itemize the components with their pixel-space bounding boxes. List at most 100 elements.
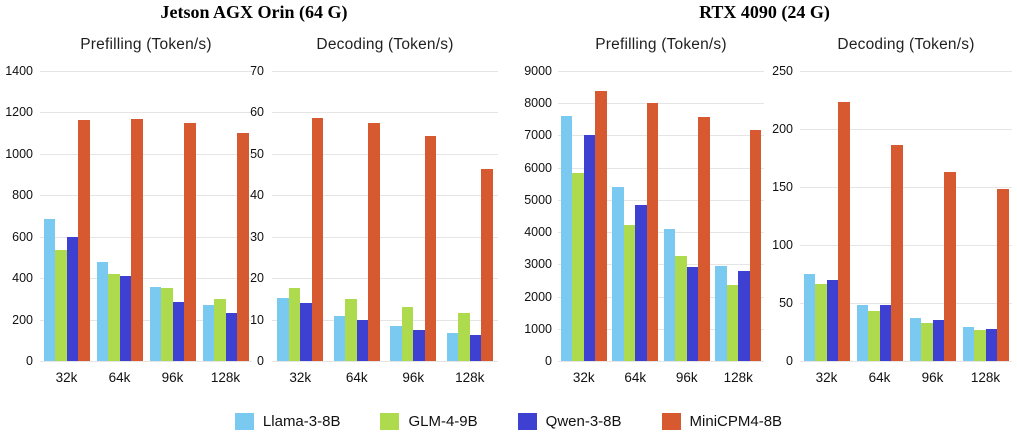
gridline-y1000 — [40, 153, 252, 155]
device-title-jetson: Jetson AGX Orin (64 G) — [160, 2, 348, 22]
x-tick-label-96k: 96k — [402, 370, 425, 385]
y-tick-label: 0 — [257, 354, 264, 368]
bar-llama-3-8b-128k — [715, 266, 727, 361]
bar-group-128k — [959, 71, 1012, 361]
gridline-y0 — [40, 361, 252, 362]
gridline-y800 — [40, 195, 252, 197]
x-tick-label-64k: 64k — [108, 370, 131, 385]
bar-glm-4-9b-96k — [921, 322, 933, 361]
y-tick-label: 7000 — [524, 128, 552, 143]
gridline-y600 — [40, 236, 252, 238]
bar-qwen-3-8b-128k — [985, 328, 997, 361]
bar-glm-4-9b-32k — [815, 284, 827, 361]
bar-qwen-3-8b-96k — [932, 320, 944, 361]
bar-qwen-3-8b-96k — [172, 302, 184, 361]
y-tick-label: 20 — [250, 271, 264, 286]
bar-minicpm4-8b-128k — [237, 132, 249, 361]
bar-glm-4-9b-128k — [726, 284, 739, 361]
x-tick-label-32k: 32k — [572, 370, 595, 385]
legend-swatch-icon — [234, 412, 254, 430]
bar-minicpm4-8b-96k — [698, 117, 710, 361]
y-tick-label: 4000 — [524, 225, 552, 240]
gridline-y400 — [40, 278, 252, 280]
y-tick-label: 3000 — [524, 257, 552, 272]
gridline-y40 — [272, 195, 498, 197]
gridline-y200 — [800, 129, 1012, 130]
bar-group-96k — [146, 71, 199, 361]
gridline-y200 — [40, 319, 252, 321]
panel-title: Prefilling (Token/s) — [595, 36, 727, 53]
y-tick-label: 0 — [786, 354, 793, 368]
bar-llama-3-8b-64k — [612, 187, 624, 361]
bar-minicpm4-8b-128k — [749, 129, 762, 361]
gridline-y4000 — [558, 232, 764, 234]
y-tick-label: 0 — [545, 354, 552, 368]
bar-qwen-3-8b-32k — [583, 134, 596, 361]
bar-minicpm4-8b-32k — [595, 90, 607, 361]
gridline-y20 — [272, 278, 498, 280]
y-tick-label: 40 — [250, 188, 264, 203]
bar-qwen-3-8b-128k — [738, 270, 750, 361]
bar-minicpm4-8b-96k — [424, 135, 437, 361]
gridline-y0 — [558, 361, 764, 362]
gridline-y3000 — [558, 264, 764, 266]
y-tick-label: 6000 — [524, 160, 552, 175]
bar-qwen-3-8b-96k — [413, 329, 425, 361]
bar-glm-4-9b-96k — [161, 288, 173, 361]
bar-glm-4-9b-64k — [345, 299, 357, 361]
bar-group-96k — [385, 71, 442, 361]
y-tick-label: 1000 — [524, 321, 552, 336]
bar-glm-4-9b-96k — [401, 306, 414, 361]
y-tick-label: 60 — [250, 105, 264, 120]
bar-minicpm4-8b-96k — [944, 171, 956, 361]
bar-group-32k — [40, 71, 93, 361]
bar-group-64k — [853, 71, 906, 361]
bar-qwen-3-8b-32k — [826, 279, 838, 361]
bar-minicpm4-8b-64k — [368, 123, 380, 361]
y-tick-label: 1000 — [5, 146, 33, 161]
gridline-y8000 — [558, 103, 764, 105]
bar-minicpm4-8b-96k — [184, 123, 196, 361]
bar-group-32k — [558, 71, 610, 361]
y-tick-label: 200 — [772, 122, 793, 136]
bar-glm-4-9b-64k — [623, 225, 636, 361]
y-tick-label: 30 — [250, 229, 264, 244]
legend-swatch-icon — [661, 412, 681, 430]
bar-llama-3-8b-32k — [803, 274, 815, 361]
bar-qwen-3-8b-64k — [879, 305, 891, 361]
bar-minicpm4-8b-32k — [78, 120, 90, 361]
gridline-y60 — [272, 112, 498, 114]
bar-llama-3-8b-96k — [663, 228, 676, 361]
gridline-y0 — [272, 361, 498, 362]
legend-item-glm-4-9b: GLM-4-9B — [380, 412, 478, 430]
bar-llama-3-8b-96k — [909, 318, 921, 361]
bar-llama-3-8b-128k — [962, 327, 974, 361]
bar-minicpm4-8b-128k — [481, 168, 493, 361]
chart-legend: Llama-3-8B GLM-4-9B Qwen-3-8B MiniCPM4-8B — [0, 409, 1017, 433]
x-tick-label-128k: 128k — [210, 370, 241, 385]
x-tick-label-96k: 96k — [161, 370, 184, 385]
gridline-y0 — [800, 361, 1012, 362]
y-tick-label: 10 — [250, 312, 264, 327]
y-tick-label: 400 — [12, 271, 33, 286]
legend-label: MiniCPM4-8B — [689, 412, 783, 430]
gridline-y1200 — [40, 112, 252, 114]
x-tick-label-128k: 128k — [970, 370, 1001, 385]
gridline-y5000 — [558, 199, 764, 201]
bar-minicpm4-8b-128k — [997, 189, 1009, 361]
bar-glm-4-9b-128k — [458, 313, 470, 361]
y-tick-label: 1200 — [5, 105, 33, 120]
x-tick-label-128k: 128k — [723, 370, 753, 385]
legend-item-qwen-3-8b: Qwen-3-8B — [517, 412, 622, 430]
x-tick-label-64k: 64k — [624, 370, 647, 385]
x-tick-label-96k: 96k — [675, 370, 698, 385]
bar-llama-3-8b-128k — [202, 305, 214, 361]
bar-glm-4-9b-32k — [288, 287, 301, 361]
bar-qwen-3-8b-64k — [119, 276, 131, 361]
bar-glm-4-9b-32k — [572, 172, 584, 361]
bar-group-128k — [199, 71, 252, 361]
y-tick-label: 9000 — [524, 64, 552, 78]
gridline-y250 — [800, 71, 1012, 72]
bar-group-128k — [442, 71, 499, 361]
bar-glm-4-9b-96k — [675, 255, 687, 361]
